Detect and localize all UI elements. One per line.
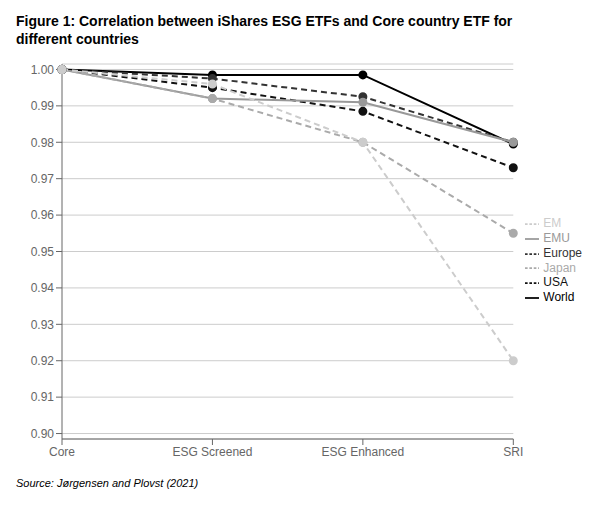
svg-text:1.00: 1.00 [31, 63, 55, 77]
html-text:EMU: EMU [543, 230, 570, 245]
html-text:different countries: different countries [16, 31, 139, 47]
html-text:Figure 1: Correlation between: Figure 1: Correlation between iShares ES… [16, 13, 513, 29]
svg-text:0.98: 0.98 [31, 136, 55, 150]
html-text:EM: EM [543, 216, 562, 230]
html-text:Europe: Europe [543, 245, 582, 260]
svg-text:SRI: SRI [503, 445, 523, 459]
html-text:Japan: Japan [543, 260, 576, 275]
svg-text:ESG Enhanced: ESG Enhanced [321, 445, 404, 459]
svg-text:0.96: 0.96 [31, 208, 55, 222]
svg-text:0.90: 0.90 [31, 427, 55, 441]
svg-text:Core: Core [49, 445, 75, 459]
svg-text:0.91: 0.91 [31, 390, 55, 404]
svg-text:0.94: 0.94 [31, 281, 55, 295]
html-text:World: World [543, 290, 575, 305]
svg-text:0.97: 0.97 [31, 172, 55, 186]
svg-text:ESG Screened: ESG Screened [172, 445, 252, 459]
svg-text:0.95: 0.95 [31, 245, 55, 259]
html-text:Source: Jørgensen and Plovst (: Source: Jørgensen and Plovst (2021) [16, 477, 199, 489]
html-text:USA: USA [543, 275, 568, 290]
svg-text:0.99: 0.99 [31, 99, 55, 113]
svg-text:0.93: 0.93 [31, 318, 55, 332]
svg-text:0.92: 0.92 [31, 354, 55, 368]
